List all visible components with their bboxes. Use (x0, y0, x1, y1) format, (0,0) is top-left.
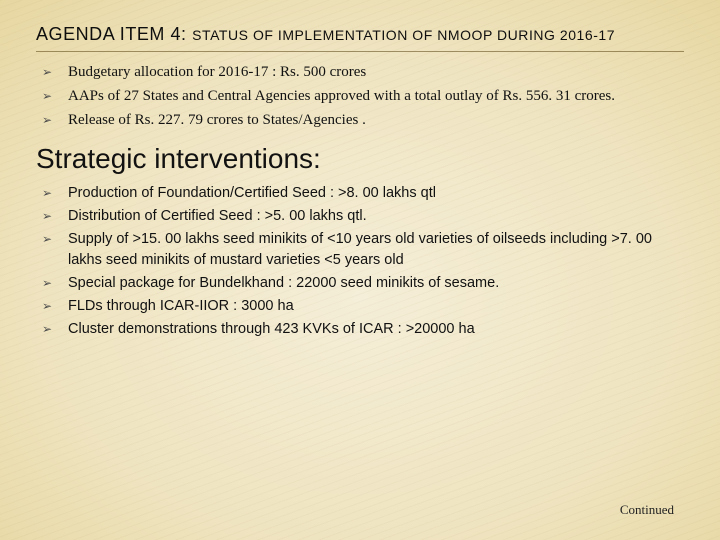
bottom-bullet-list: Production of Foundation/Certified Seed … (36, 183, 684, 340)
slide: AGENDA ITEM 4: STATUS OF IMPLEMENTATION … (0, 0, 720, 540)
slide-title: AGENDA ITEM 4: STATUS OF IMPLEMENTATION … (36, 24, 684, 45)
list-item: FLDs through ICAR-IIOR : 3000 ha (42, 296, 684, 317)
list-item: Cluster demonstrations through 423 KVKs … (42, 319, 684, 340)
list-item: Release of Rs. 227. 79 crores to States/… (42, 110, 684, 132)
subheading: Strategic interventions: (36, 143, 684, 175)
title-main: AGENDA ITEM 4: (36, 24, 192, 44)
list-item: Distribution of Certified Seed : >5. 00 … (42, 206, 684, 227)
list-item: Production of Foundation/Certified Seed … (42, 183, 684, 204)
list-item: Budgetary allocation for 2016-17 : Rs. 5… (42, 62, 684, 84)
list-item: Supply of >15. 00 lakhs seed minikits of… (42, 229, 684, 271)
title-sub: STATUS OF IMPLEMENTATION OF NMOOP DURING… (192, 27, 615, 43)
title-divider (36, 51, 684, 52)
list-item: AAPs of 27 States and Central Agencies a… (42, 86, 684, 108)
top-bullet-list: Budgetary allocation for 2016-17 : Rs. 5… (36, 62, 684, 131)
list-item: Special package for Bundelkhand : 22000 … (42, 273, 684, 294)
continued-label: Continued (620, 502, 674, 518)
